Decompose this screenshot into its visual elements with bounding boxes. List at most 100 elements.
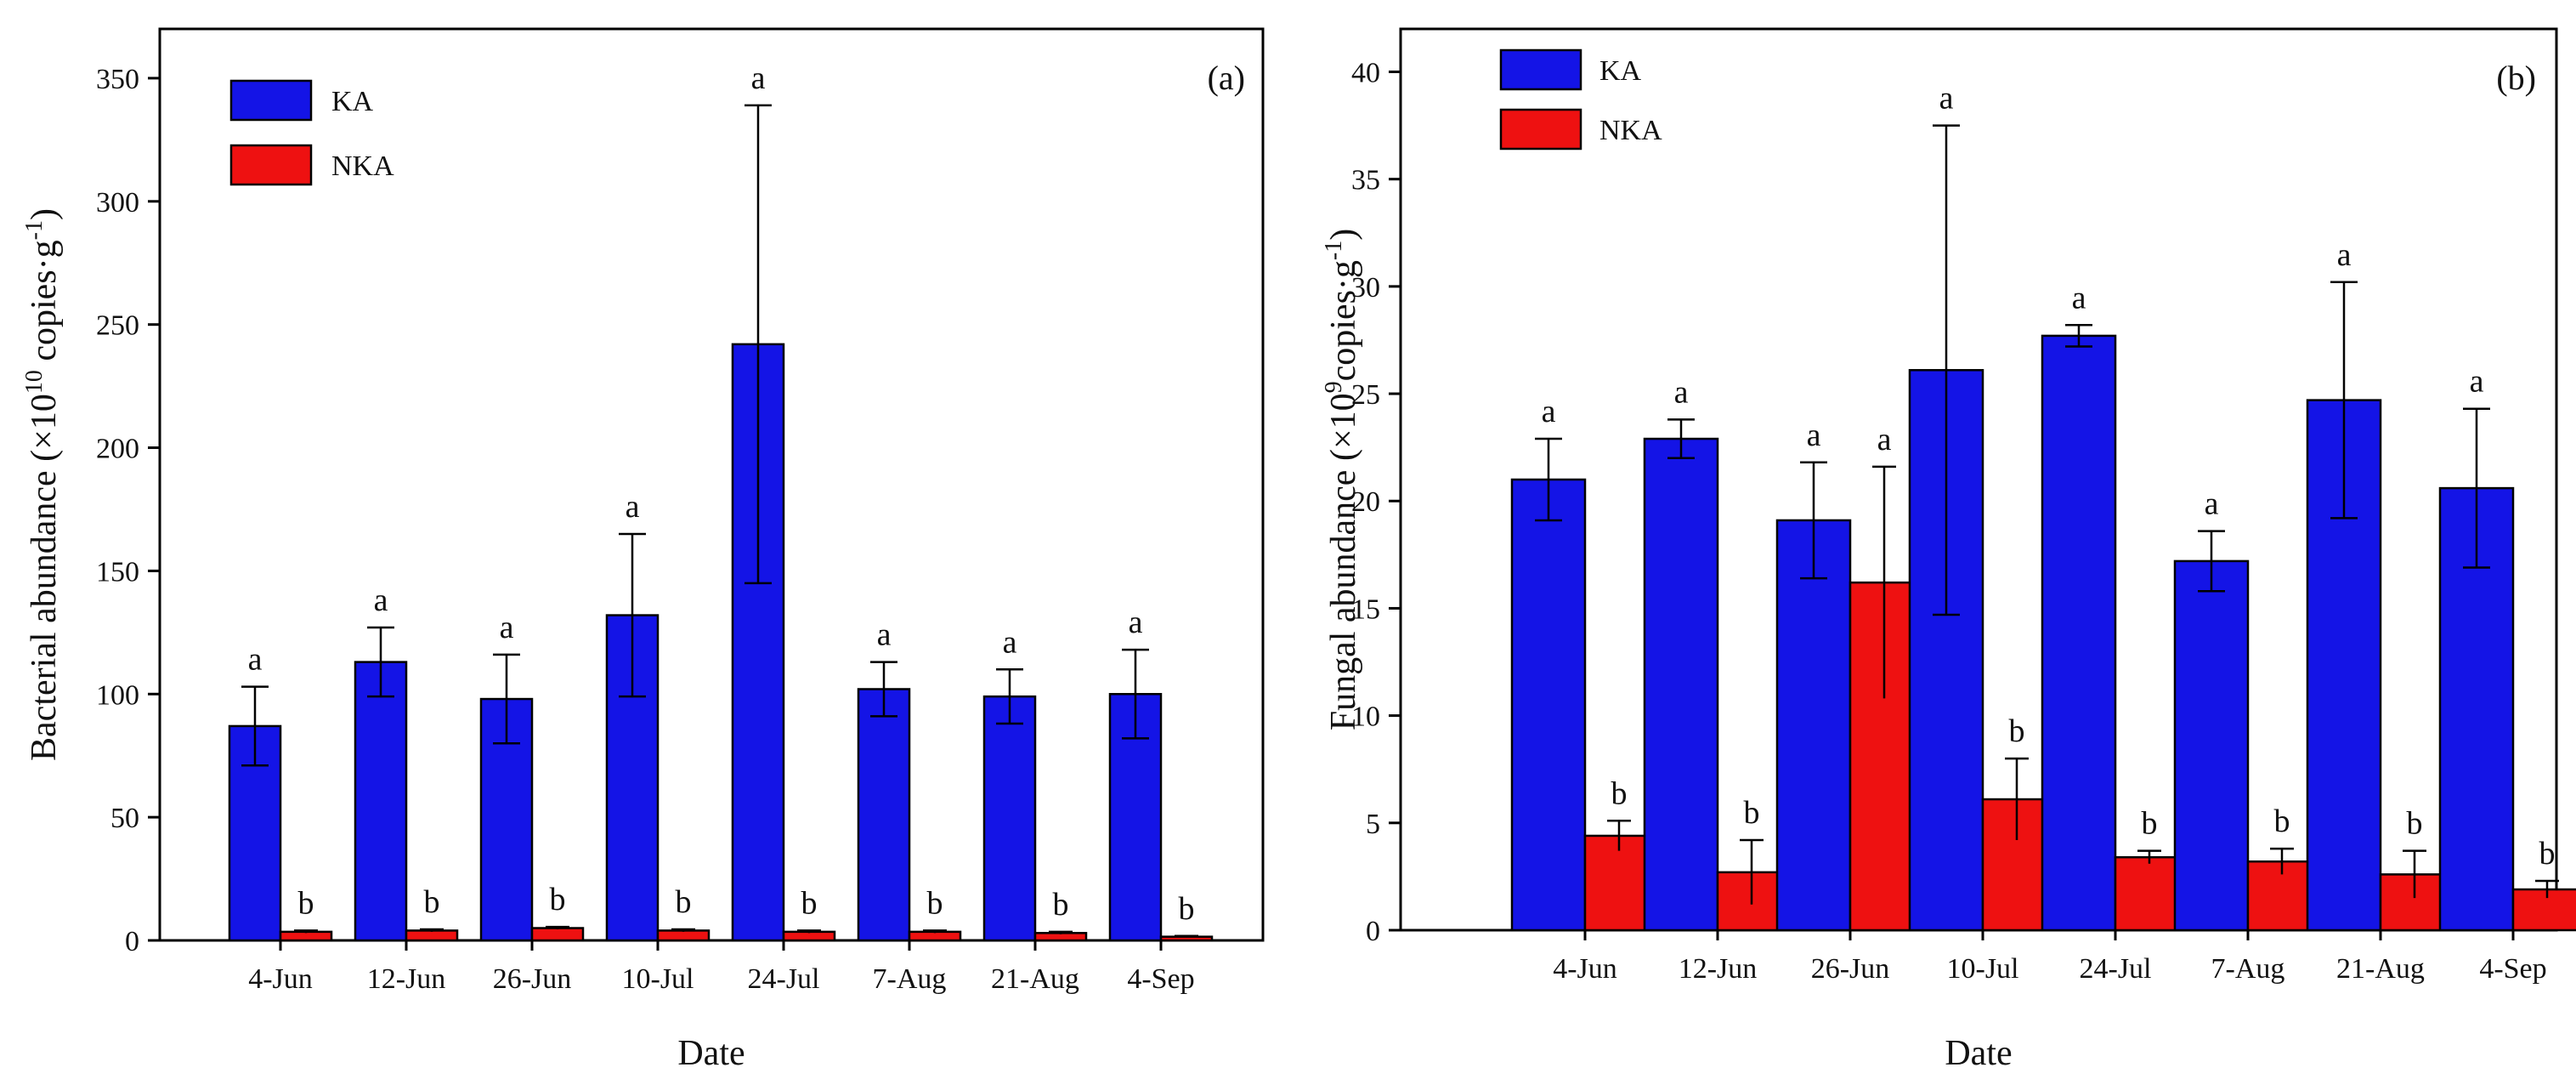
bar-nka (2114, 855, 2185, 932)
bar-ka (1510, 478, 1587, 932)
sig-label-ka: a (626, 489, 640, 525)
sig-label-ka: a (1939, 81, 1954, 116)
sig-label-nka: b (2009, 713, 2025, 749)
sig-label-nka: b (2539, 836, 2556, 872)
legend-swatch-ka (1499, 48, 1582, 91)
y-axis-title: Bacterial abundance (×1010 copies·g-1) (21, 208, 64, 761)
x-axis-title: Date (1945, 1034, 2012, 1073)
sig-label-ka: a (374, 582, 388, 618)
legend-label-nka: NKA (331, 150, 394, 182)
bar-ka (982, 695, 1037, 942)
sig-label-nka: b (927, 885, 943, 921)
sig-label-nka: b (424, 884, 440, 920)
y-tick-label: 0 (1366, 916, 1380, 947)
bar-ka (857, 688, 911, 942)
bar-ka (1775, 519, 1852, 932)
x-tick-label: 24-Jul (2080, 953, 2152, 985)
legend-swatch-nka (1499, 108, 1582, 150)
bar-nka (405, 929, 459, 942)
y-axis-title: Fungal abundance (×109copies·g-1) (1321, 229, 1363, 731)
legend: KA NKA (229, 79, 394, 186)
y-tick-label: 30 (1351, 272, 1380, 304)
x-tick-label: 24-Jul (748, 963, 820, 995)
plot-frame (158, 27, 1265, 942)
bar-nka (530, 927, 585, 942)
y-tick-label: 100 (96, 679, 139, 711)
y-axis-title-sup: 10 (21, 370, 48, 394)
sig-label-ka: a (877, 617, 892, 653)
legend-swatch-ka (229, 79, 313, 122)
sig-label-ka: a (1807, 417, 1821, 453)
sig-label-nka: b (1744, 795, 1760, 831)
sig-label-nka: b (1179, 891, 1195, 927)
y-tick-label: 150 (96, 556, 139, 588)
y-tick-label: 20 (1351, 486, 1380, 518)
x-tick-label: 7-Aug (873, 963, 947, 995)
x-tick-label: 4-Sep (2479, 953, 2546, 985)
sig-label-nka: b (801, 885, 818, 921)
bar-ka (1643, 437, 1719, 932)
y-axis-title-sup: 9 (1321, 381, 1347, 393)
bar-nka (656, 929, 711, 942)
y-axis-title-sup2: -1 (21, 220, 48, 240)
y-tick-label: 300 (96, 187, 139, 219)
panel-a: 0 50 100 150 200 250 300 350 a b 4-Jun a b 12-Jun a b 26… (21, 27, 1265, 1073)
legend-swatch-nka (229, 144, 313, 186)
panel-label: (a) (1208, 59, 1245, 97)
sig-label-ka: a (751, 60, 766, 96)
sig-label-ka: a (1129, 605, 1143, 640)
bar-ka (2041, 334, 2117, 932)
y-tick-label: 15 (1351, 593, 1380, 625)
y-tick-label: 10 (1351, 701, 1380, 733)
x-axis-title: Date (677, 1034, 744, 1073)
sig-label-nka: b (550, 882, 566, 917)
y-axis-title-pre: Bacterial abundance (×10 (25, 394, 64, 761)
bar-nka (2511, 888, 2576, 932)
x-tick-label: 4-Jun (248, 963, 313, 995)
sig-label-nka: b (676, 884, 692, 920)
sig-label-nka: b (2407, 806, 2423, 842)
sig-label-ka: a (2205, 486, 2219, 522)
sig-label-ka: a (1003, 624, 1017, 660)
sig-label-nka: b (1053, 887, 1069, 923)
legend-label-nka: NKA (1599, 115, 1662, 146)
y-axis-title-sup2: -1 (1321, 241, 1347, 260)
sig-label-nka: b (2142, 806, 2158, 842)
y-axis-title-post: ) (1324, 229, 1363, 241)
y-tick-label: 40 (1351, 57, 1380, 88)
sig-label-nka: b (1611, 775, 1628, 811)
bar-nka (782, 930, 836, 942)
legend-label-ka: KA (1599, 55, 1642, 87)
bar-nka (1583, 834, 1655, 932)
x-tick-label: 26-Jun (493, 963, 572, 995)
y-tick-label: 35 (1351, 165, 1380, 196)
sig-label-ka: a (2337, 237, 2352, 273)
sig-label-ka: a (2470, 364, 2484, 400)
x-tick-label: 7-Aug (2211, 953, 2285, 985)
x-tick-label: 21-Aug (2336, 953, 2425, 985)
sig-label-ka: a (500, 610, 514, 645)
y-axis-title-mid: copies·g (1324, 260, 1363, 381)
legend-label-ka: KA (331, 86, 374, 117)
y-tick-label: 5 (1366, 809, 1380, 840)
x-tick-label: 26-Jun (1811, 953, 1890, 985)
x-tick-label: 21-Aug (991, 963, 1079, 995)
y-axis-title-post: ) (25, 208, 64, 220)
x-tick-label: 10-Jul (1947, 953, 2019, 985)
sig-label-ka: a (1542, 394, 1556, 429)
x-tick-label: 10-Jul (622, 963, 694, 995)
panel-b: 0 5 10 15 20 25 30 35 40 a b 4-Jun a b 12-Jun a a 26-Jun a… (1321, 27, 2576, 1073)
legend: KA NKA (1499, 48, 1662, 150)
sig-label-ka: a (248, 642, 263, 678)
bar-ka (605, 614, 660, 942)
bar-ka (2173, 559, 2250, 932)
y-axis-title-pre: Fungal abundance (×10 (1324, 393, 1363, 730)
y-tick-label: 250 (96, 310, 139, 342)
sig-label-ka: a (2072, 280, 2086, 315)
x-tick-label: 12-Jun (1679, 953, 1758, 985)
bar-nka (2379, 873, 2450, 932)
bar-ka (354, 661, 408, 942)
y-tick-label: 50 (110, 803, 139, 834)
panel-label: (b) (2496, 59, 2536, 97)
x-tick-label: 12-Jun (367, 963, 446, 995)
